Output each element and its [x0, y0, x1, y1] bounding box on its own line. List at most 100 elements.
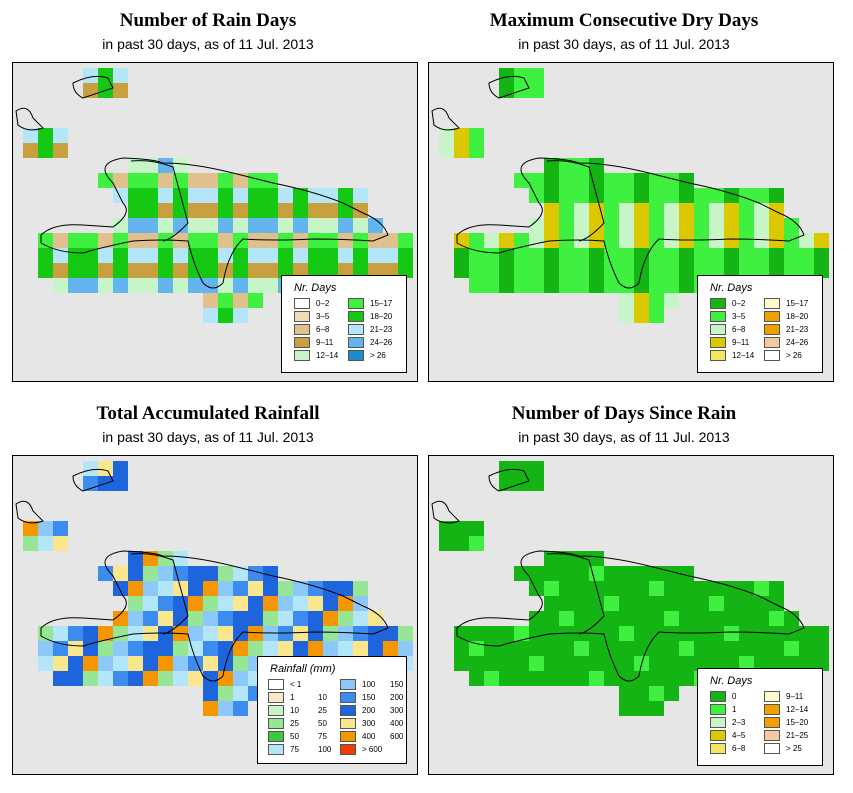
grid-cell [158, 218, 173, 233]
grid-cell [649, 188, 664, 203]
coastline [15, 500, 44, 524]
legend-label: 9–11 [786, 692, 804, 701]
grid-cell [589, 263, 604, 278]
grid-cell [679, 203, 694, 218]
grid-cell [679, 596, 694, 611]
grid-cell [484, 248, 499, 263]
grid-cell [218, 203, 233, 218]
grid-cell [338, 218, 353, 233]
grid-cell [559, 263, 574, 278]
grid-cell [323, 581, 338, 596]
grid-cell [469, 536, 484, 551]
grid-cell [128, 551, 143, 566]
grid-cell [709, 641, 724, 656]
panel-title: Maximum Consecutive Dry Days [489, 10, 759, 31]
grid-cell [604, 233, 619, 248]
grid-cell [694, 263, 709, 278]
grid-cell [514, 671, 529, 686]
grid-cell [514, 263, 529, 278]
grid-cell [574, 611, 589, 626]
grid-cell [694, 581, 709, 596]
grid-cell [98, 233, 113, 248]
legend-swatch [340, 731, 356, 742]
map-grid [15, 68, 413, 323]
grid-cell [544, 566, 559, 581]
grid-cell [53, 671, 68, 686]
grid-cell [709, 263, 724, 278]
grid-cell [263, 218, 278, 233]
grid-cell [619, 641, 634, 656]
grid-cell [233, 641, 248, 656]
grid-cell [664, 611, 679, 626]
grid-cell [263, 248, 278, 263]
grid-cell [529, 248, 544, 263]
grid-cell [368, 611, 383, 626]
legend: Nr. Days 0 1 2–3 4–5 6–8 9–11 12–14 15–20 21–25 >… [697, 668, 823, 766]
grid-cell [559, 188, 574, 203]
legend-title: Rainfall (mm) [270, 663, 336, 675]
grid-cell [769, 611, 784, 626]
grid-cell [338, 596, 353, 611]
legend-swatch [764, 350, 780, 361]
grid-cell [53, 656, 68, 671]
grid-cell [113, 68, 128, 83]
grid-cell [694, 233, 709, 248]
grid-cell [769, 218, 784, 233]
grid-cell [574, 218, 589, 233]
grid-cell [113, 671, 128, 686]
grid-cell [83, 278, 98, 293]
grid-cell [98, 278, 113, 293]
grid-cell [634, 701, 649, 716]
grid-cell [338, 248, 353, 263]
legend-swatch [710, 337, 726, 348]
grid-cell [278, 626, 293, 641]
grid-cell [679, 611, 694, 626]
grid-cell [529, 173, 544, 188]
grid-cell [754, 188, 769, 203]
grid-cell [574, 248, 589, 263]
coastline [546, 160, 605, 242]
grid-cell [529, 461, 544, 476]
grid-cell [113, 248, 128, 263]
grid-cell [604, 173, 619, 188]
grid-cell [694, 656, 709, 671]
grid-cell [293, 581, 308, 596]
grid-cell [188, 203, 203, 218]
grid-cell [469, 278, 484, 293]
grid-cell [188, 671, 203, 686]
grid-cell [649, 701, 664, 716]
legend: Rainfall (mm) < 1 1 10 10 25 25 50 50 75 75 100 100… [257, 656, 407, 764]
grid-cell [68, 641, 83, 656]
grid-cell [514, 626, 529, 641]
grid-cell [128, 581, 143, 596]
grid-cell [589, 671, 604, 686]
grid-cell [739, 263, 754, 278]
grid-cell [308, 263, 323, 278]
grid-cell [469, 671, 484, 686]
grid-cell [529, 611, 544, 626]
grid-cell [308, 641, 323, 656]
legend-label-upper: 25 [318, 706, 327, 715]
grid-cell [469, 521, 484, 536]
grid-cell [143, 671, 158, 686]
grid-cell [619, 581, 634, 596]
grid-cell [664, 293, 679, 308]
grid-cell [248, 263, 263, 278]
grid-cell [769, 656, 784, 671]
grid-cell [53, 536, 68, 551]
grid-cell [53, 626, 68, 641]
grid-cell [383, 626, 398, 641]
panel-subtitle: in past 30 days, as of 11 Jul. 2013 [102, 36, 314, 52]
legend-label: 15–20 [786, 718, 809, 727]
legend-label: 3–5 [732, 312, 746, 321]
grid-cell [604, 596, 619, 611]
legend-label: 75 [290, 745, 299, 754]
grid-cell [53, 521, 68, 536]
grid-cell [113, 641, 128, 656]
grid-cell [188, 233, 203, 248]
grid-cell [694, 611, 709, 626]
grid-cell [679, 248, 694, 263]
grid-cell [248, 248, 263, 263]
legend-label: 0–2 [316, 299, 330, 308]
grid-cell [383, 263, 398, 278]
